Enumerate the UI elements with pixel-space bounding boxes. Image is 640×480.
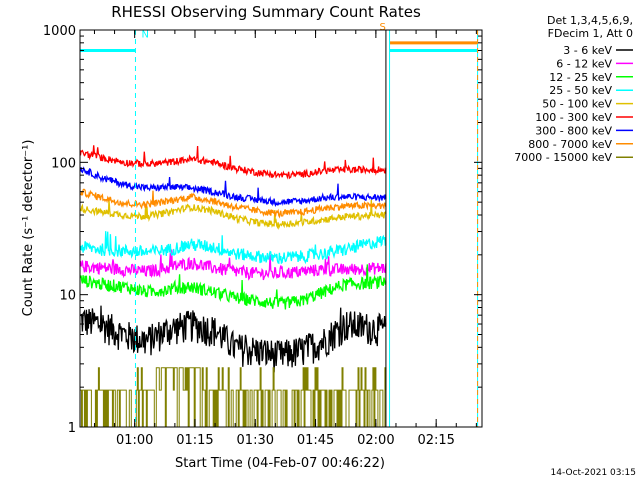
legend-label-8: 7000 - 15000 keV (514, 151, 612, 164)
legend-label-1: 6 - 12 keV (556, 57, 612, 70)
series-line-2 (79, 264, 387, 310)
x-tick-label: 02:00 (357, 433, 394, 448)
x-tick-label: 01:30 (237, 433, 274, 448)
x-tick-label: 01:00 (116, 433, 153, 448)
legend-label-5: 100 - 300 keV (535, 111, 612, 124)
plot-frame (79, 29, 483, 428)
series-line-3 (79, 231, 387, 265)
series-line-1 (79, 249, 387, 281)
y-tick-label: 10 (59, 289, 76, 304)
legend-label-7: 800 - 7000 keV (528, 138, 612, 151)
flag-label-1: S (380, 22, 386, 33)
generation-timestamp: 14-Oct-2021 03:15 (551, 468, 636, 478)
y-tick-label: 1 (68, 421, 76, 436)
legend-label-2: 12 - 25 keV (549, 71, 612, 84)
legend-label-3: 25 - 50 keV (549, 84, 612, 97)
flag-label-0: N (141, 30, 148, 41)
x-tick-label: 02:15 (417, 433, 454, 448)
y-axis-label: Count Rate (s⁻¹ detector⁻¹) (21, 140, 36, 317)
series-line-7 (80, 188, 387, 219)
y-axis: 1 10 100 1000 (43, 24, 482, 436)
legend: Det 1,3,4,5,6,9, FDecim 1, Att 0 3 - 6 k… (514, 14, 633, 164)
x-tick-label: 01:45 (297, 433, 334, 448)
x-axis: 01:00 01:15 01:30 01:45 02:00 02:15 (93, 30, 477, 448)
legend-header-line-1: Det 1,3,4,5,6,9, (547, 14, 633, 27)
series-line-6 (79, 166, 387, 208)
legend-label-0: 3 - 6 keV (563, 44, 612, 57)
y-tick-label: 100 (51, 156, 76, 171)
y-tick-label: 1000 (43, 24, 76, 39)
legend-label-4: 50 - 100 keV (542, 98, 612, 111)
legend-label-6: 300 - 800 keV (535, 124, 612, 137)
legend-header-line-2: FDecim 1, Att 0 (548, 27, 633, 40)
series-line-0 (79, 305, 387, 373)
series-line-5 (79, 145, 387, 180)
chart-title: RHESSI Observing Summary Count Rates (111, 3, 421, 21)
x-tick-label: 01:15 (176, 433, 213, 448)
x-axis-label: Start Time (04-Feb-07 00:46:22) (175, 456, 385, 471)
series-line-4 (79, 199, 387, 231)
